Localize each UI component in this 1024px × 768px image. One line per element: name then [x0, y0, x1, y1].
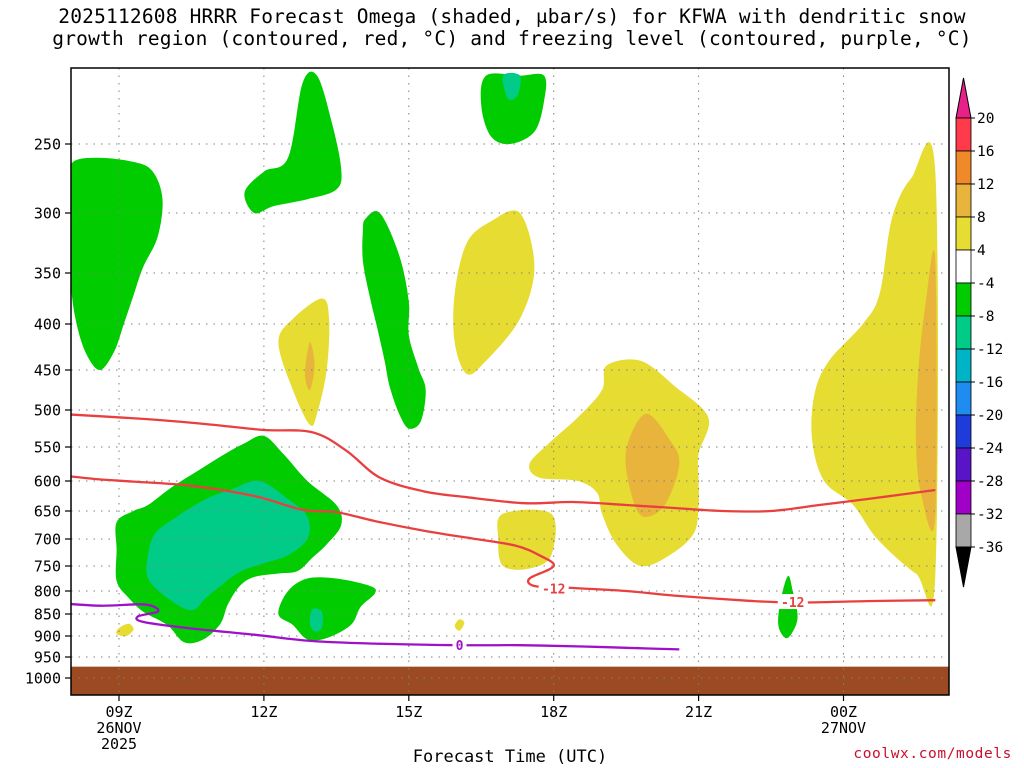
- omega-region-6: [146, 480, 310, 611]
- x-tick-label-15-0: 15Z: [395, 703, 422, 721]
- x-tick-label-9-2: 2025: [101, 735, 137, 753]
- y-tick-label-950: 950: [34, 649, 61, 667]
- colorbar-swatch-2: [955, 183, 972, 218]
- contour-freezing-level: [71, 602, 680, 651]
- y-tick-label-750: 750: [34, 558, 61, 576]
- colorbar-label-9: -20: [977, 408, 1003, 424]
- contour-label-bg-2: [452, 637, 467, 653]
- contour-dendritic-lower-boundary: [71, 475, 936, 604]
- x-tick-label-24-1: 27NOV: [821, 719, 866, 737]
- colorbar-swatch-10: [955, 447, 972, 482]
- contour-label-bg-1: [777, 594, 808, 610]
- x-tick-label-21-0: 21Z: [685, 703, 712, 721]
- x-axis-label: Forecast Time (UTC): [413, 747, 607, 767]
- y-tick-label-250: 250: [34, 136, 61, 154]
- omega-region-17: [915, 249, 937, 532]
- omega-region-16: [811, 142, 939, 607]
- colorbar-label-12: -32: [977, 507, 1003, 523]
- omega-region-19: [454, 619, 465, 631]
- y-tick-label-350: 350: [34, 265, 61, 283]
- omega-region-15: [497, 509, 556, 570]
- omega-region-14: [625, 413, 680, 518]
- colorbar-swatch-0: [955, 117, 972, 152]
- colorbar-label-11: -28: [977, 474, 1003, 490]
- colorbar-swatch-1: [955, 150, 972, 185]
- y-tick-label-300: 300: [34, 205, 61, 223]
- colorbar-label-1: 16: [977, 144, 994, 160]
- omega-region-8: [309, 608, 323, 632]
- colorbar-swatch-9: [955, 414, 972, 449]
- credit-text: coolwx.com/models: [853, 746, 1012, 762]
- colorbar-label-13: -36: [977, 540, 1003, 556]
- colorbar-bottom-arrow: [955, 546, 972, 588]
- colorbar-label-0: 20: [977, 111, 994, 127]
- omega-region-0: [71, 157, 163, 370]
- omega-region-11: [305, 342, 315, 391]
- x-tick-label-9-0: 09Z: [105, 703, 132, 721]
- colorbar-label-8: -16: [977, 375, 1003, 391]
- y-tick-label-1000: 1000: [25, 670, 61, 688]
- chart-title: 2025112608 HRRR Forecast Omega (shaded, …: [0, 6, 1024, 50]
- y-tick-label-450: 450: [34, 362, 61, 380]
- y-tick-label-650: 650: [34, 503, 61, 521]
- contour-label-1: -12: [781, 596, 804, 611]
- colorbar-top-arrow: [955, 77, 972, 119]
- omega-region-13: [529, 359, 710, 567]
- colorbar-swatch-12: [955, 513, 972, 548]
- contour-dendritic-upper-boundary: [71, 413, 936, 513]
- omega-region-3: [480, 73, 547, 145]
- y-tick-label-500: 500: [34, 402, 61, 420]
- colorbar-swatch-5: [955, 282, 972, 317]
- omega-region-7: [278, 577, 376, 641]
- x-tick-label-18-0: 18Z: [540, 703, 567, 721]
- x-tick-label-12-0: 12Z: [250, 703, 277, 721]
- y-tick-label-600: 600: [34, 473, 61, 491]
- colorbar-label-4: 4: [977, 243, 986, 259]
- colorbar-label-5: -4: [977, 276, 995, 292]
- title-line-1: 2025112608 HRRR Forecast Omega (shaded, …: [58, 5, 966, 28]
- y-tick-label-700: 700: [34, 531, 61, 549]
- title-line-2: growth region (contoured, red, °C) and f…: [52, 27, 972, 50]
- contour-label-2: 0: [456, 639, 464, 654]
- colorbar-swatch-8: [955, 381, 972, 416]
- x-tick-label-24-0: 00Z: [830, 703, 857, 721]
- plot-frame: [70, 67, 950, 696]
- x-tick-label-9-1: 26NOV: [96, 719, 141, 737]
- colorbar: 20 16 12 8 4 -4 -8 -12 -16 -20 -24 -28 -32 -36: [955, 77, 1003, 588]
- colorbar-swatch-6: [955, 315, 972, 350]
- contour-label-bg-0: [538, 580, 569, 596]
- colorbar-label-6: -8: [977, 309, 994, 325]
- contours: [71, 413, 936, 651]
- colorbar-label-7: -12: [977, 342, 1003, 358]
- omega-region-10: [278, 298, 330, 427]
- colorbar-label-3: 8: [977, 210, 986, 226]
- y-tick-label-850: 850: [34, 606, 61, 624]
- ground-surface: [71, 666, 949, 695]
- y-tick-label-800: 800: [34, 583, 61, 601]
- colorbar-swatch-4: [955, 249, 972, 284]
- y-tick-label-900: 900: [34, 628, 61, 646]
- omega-region-12: [453, 210, 535, 375]
- omega-region-18: [116, 623, 134, 637]
- y-tick-label-550: 550: [34, 439, 61, 457]
- contour-labels: -12 -12 0: [452, 580, 808, 654]
- colorbar-swatch-3: [955, 216, 972, 251]
- omega-region-4: [502, 72, 521, 100]
- y-axis: 250 300 350 400 450 500 550 600 650 700 750 800 850 9…: [25, 136, 71, 688]
- y-tick-label-400: 400: [34, 316, 61, 334]
- colorbar-swatch-7: [955, 348, 972, 383]
- contour-label-0: -12: [542, 583, 565, 598]
- colorbar-swatch-11: [955, 480, 972, 515]
- colorbar-label-10: -24: [977, 441, 1003, 457]
- omega-region-1: [244, 71, 342, 214]
- omega-region-2: [362, 210, 426, 429]
- colorbar-label-2: 12: [977, 177, 994, 193]
